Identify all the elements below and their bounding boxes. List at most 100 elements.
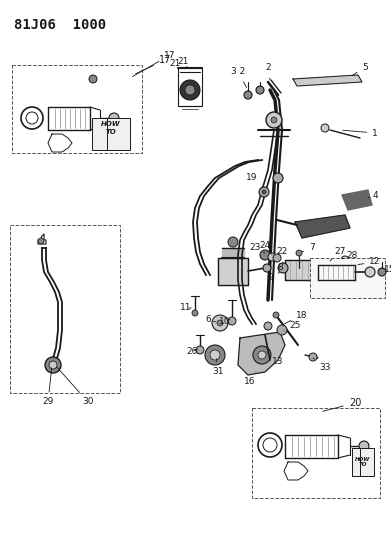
Text: 31: 31 <box>212 359 224 376</box>
Circle shape <box>339 265 349 275</box>
Circle shape <box>263 264 271 272</box>
Text: 17: 17 <box>133 51 176 77</box>
Circle shape <box>256 86 264 94</box>
Circle shape <box>212 315 228 331</box>
Text: 25: 25 <box>284 320 301 330</box>
Text: 26: 26 <box>187 348 198 357</box>
Text: 30: 30 <box>57 367 94 407</box>
Text: 8: 8 <box>277 263 283 272</box>
Text: 23: 23 <box>249 244 265 253</box>
Polygon shape <box>238 332 285 375</box>
Polygon shape <box>218 258 248 285</box>
Circle shape <box>185 85 195 95</box>
Circle shape <box>217 320 223 326</box>
Circle shape <box>264 322 272 330</box>
Text: 21: 21 <box>177 58 189 67</box>
Circle shape <box>273 173 283 183</box>
Bar <box>352 448 374 476</box>
Text: 24: 24 <box>259 240 272 255</box>
Text: 15: 15 <box>384 265 391 274</box>
Text: 10: 10 <box>219 318 231 327</box>
Circle shape <box>180 80 200 100</box>
Text: 19: 19 <box>246 174 262 188</box>
Bar <box>310 258 385 298</box>
Text: 29: 29 <box>42 368 54 407</box>
Polygon shape <box>48 134 72 152</box>
Bar <box>10 225 120 393</box>
Circle shape <box>321 124 329 132</box>
Text: 12: 12 <box>358 257 381 266</box>
Circle shape <box>228 317 236 325</box>
Polygon shape <box>338 435 350 458</box>
Circle shape <box>278 263 288 273</box>
Polygon shape <box>38 234 46 244</box>
Text: 13: 13 <box>267 352 284 367</box>
Circle shape <box>210 350 220 360</box>
Text: 5: 5 <box>352 62 368 76</box>
Text: 4: 4 <box>368 190 378 199</box>
Circle shape <box>273 312 279 318</box>
Circle shape <box>49 361 57 369</box>
Text: 33: 33 <box>313 358 331 373</box>
Circle shape <box>341 256 349 264</box>
Circle shape <box>365 267 375 277</box>
Bar <box>178 68 202 106</box>
Circle shape <box>205 345 225 365</box>
Circle shape <box>196 346 204 354</box>
Polygon shape <box>342 190 372 210</box>
Circle shape <box>273 254 281 262</box>
Text: 18: 18 <box>285 311 308 324</box>
Text: HOW
TO: HOW TO <box>101 122 121 134</box>
Circle shape <box>277 325 287 335</box>
Polygon shape <box>295 215 350 238</box>
Text: 6: 6 <box>205 316 216 325</box>
Circle shape <box>342 268 346 272</box>
Polygon shape <box>285 260 325 280</box>
Circle shape <box>268 253 276 261</box>
Bar <box>12 65 142 153</box>
Circle shape <box>253 346 271 364</box>
Text: HOW
TO: HOW TO <box>355 457 371 467</box>
Circle shape <box>258 351 266 359</box>
Circle shape <box>271 117 277 123</box>
Circle shape <box>228 237 238 247</box>
Text: 2: 2 <box>265 63 271 80</box>
Text: 20: 20 <box>323 398 361 411</box>
Text: 22: 22 <box>276 247 288 263</box>
Circle shape <box>89 75 97 83</box>
Text: 81J06  1000: 81J06 1000 <box>14 18 106 32</box>
Circle shape <box>309 353 317 361</box>
Circle shape <box>262 190 266 194</box>
Text: 16: 16 <box>244 372 256 386</box>
Circle shape <box>296 250 302 256</box>
Polygon shape <box>90 107 100 130</box>
Text: 11: 11 <box>180 303 192 312</box>
Text: 7: 7 <box>301 244 315 253</box>
Circle shape <box>244 91 252 99</box>
Polygon shape <box>318 265 355 280</box>
Polygon shape <box>293 75 362 86</box>
Circle shape <box>109 113 119 123</box>
Polygon shape <box>48 107 90 130</box>
Text: 17: 17 <box>136 55 171 74</box>
Circle shape <box>378 268 386 276</box>
Bar <box>252 408 380 498</box>
Circle shape <box>259 187 269 197</box>
Polygon shape <box>222 248 244 258</box>
Circle shape <box>38 238 44 244</box>
Text: 3 2: 3 2 <box>231 68 247 87</box>
Circle shape <box>359 441 369 451</box>
Text: 9: 9 <box>267 272 280 282</box>
Text: 28: 28 <box>342 251 358 260</box>
Text: 1: 1 <box>343 128 378 138</box>
Bar <box>92 118 130 150</box>
Circle shape <box>266 112 282 128</box>
Text: 21: 21 <box>169 59 187 68</box>
Polygon shape <box>284 462 308 480</box>
Text: 27: 27 <box>330 247 346 261</box>
Bar <box>327 259 341 281</box>
Circle shape <box>45 357 61 373</box>
Polygon shape <box>285 435 338 458</box>
Circle shape <box>260 250 270 260</box>
Circle shape <box>192 310 198 316</box>
